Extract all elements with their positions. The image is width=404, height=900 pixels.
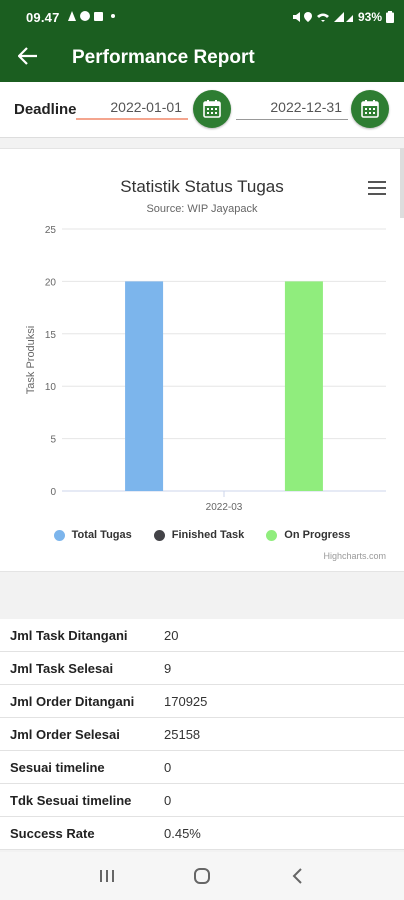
menu-line (368, 187, 386, 189)
nav-back-button[interactable] (277, 860, 317, 892)
home-button[interactable] (182, 860, 222, 892)
calendar-icon (361, 100, 379, 118)
chart-credit[interactable]: Highcharts.com (323, 551, 386, 561)
stats-value: 170925 (164, 693, 208, 709)
stats-row: Jml Task Ditangani 20 (0, 619, 404, 652)
y-tick-label: 20 (45, 277, 57, 288)
legend-label: On Progress (284, 529, 351, 541)
calendar-icon (203, 100, 221, 118)
arrow-left-icon (17, 47, 37, 65)
system-nav-bar (0, 852, 404, 900)
battery-icon (386, 11, 394, 23)
end-date-calendar-button[interactable] (351, 90, 389, 128)
stats-label: Success Rate (10, 825, 95, 841)
status-right: 93% (292, 10, 394, 24)
stats-row: Jml Task Selesai 9 (0, 652, 404, 685)
x-tick-label: 2022-03 (206, 502, 243, 513)
chart-subtitle: Source: WIP Jayapack (146, 203, 258, 215)
status-time: 09.47 (26, 9, 60, 25)
battery-percent: 93% (357, 10, 382, 24)
menu-line (368, 193, 386, 195)
end-date-field[interactable]: 2022-12-31 (236, 96, 348, 120)
stats-value: 9 (164, 660, 172, 676)
deadline-label: Deadline (14, 101, 77, 118)
legend-finished-task[interactable]: Finished Task (153, 529, 245, 541)
stats-row: Jml Order Selesai 25158 (0, 718, 404, 751)
stats-row: Jml Order Ditangani 170925 (0, 685, 404, 718)
stats-table: Jml Task Ditangani 20 Jml Task Selesai 9 Jml… (0, 619, 404, 850)
page-title: Performance Report (72, 47, 255, 68)
start-date-calendar-button[interactable] (193, 90, 231, 128)
chart-menu-button[interactable] (368, 181, 386, 197)
scroll-indicator (400, 148, 404, 218)
chart-card: 0 5 10 15 20 25 Task Produksi 2022-03 Statistik… (0, 148, 404, 572)
stats-label: Jml Order Selesai (10, 726, 120, 742)
stats-label: Jml Task Selesai (10, 660, 114, 676)
y-tick-label: 15 (45, 330, 57, 341)
back-chevron-icon (292, 868, 302, 884)
deadline-filter: Deadline 2022-01-01 2022-12-31 (0, 82, 404, 138)
stats-label: Tdk Sesuai timeline (10, 792, 132, 808)
y-axis-label: Task Produksi (25, 326, 37, 394)
back-button[interactable] (0, 44, 56, 72)
recents-button[interactable] (87, 860, 127, 892)
stats-value: 0 (164, 792, 172, 808)
stats-label: Sesuai timeline (10, 759, 105, 775)
app-bar: Performance Report (0, 34, 404, 82)
stats-label: Jml Task Ditangani (10, 627, 128, 643)
chart-title: Statistik Status Tugas (120, 177, 284, 196)
start-date-field[interactable]: 2022-01-01 (76, 96, 188, 120)
y-tick-label: 25 (45, 225, 57, 236)
y-tick-label: 10 (45, 382, 57, 393)
legend-label: Finished Task (171, 529, 245, 541)
notification-icons (66, 10, 124, 25)
bar-chart: 0 5 10 15 20 25 Task Produksi 2022-03 (25, 225, 386, 513)
status-bar: 09.47 93% (0, 0, 404, 34)
stats-row: Sesuai timeline 0 (0, 751, 404, 784)
stats-label: Jml Order Ditangani (10, 693, 135, 709)
stats-value: 0 (164, 759, 172, 775)
stats-value: 25158 (164, 726, 201, 742)
y-tick-label: 0 (50, 487, 56, 498)
bar-on-progress (284, 281, 323, 491)
home-icon (193, 868, 210, 884)
menu-line (368, 181, 386, 183)
legend-dot (53, 529, 65, 541)
bar-total-tugas (125, 281, 164, 491)
stats-row: Tdk Sesuai timeline 0 (0, 784, 404, 817)
legend-on-progress[interactable]: On Progress (266, 529, 350, 541)
legend-total-tugas[interactable]: Total Tugas (53, 529, 132, 541)
legend-dot (266, 529, 278, 541)
legend-dot (153, 529, 165, 541)
chart-legend: Total Tugas Finished Task On Progress (0, 529, 404, 541)
legend-label: Total Tugas (71, 529, 132, 541)
status-system-icons (292, 12, 353, 22)
stats-row: Success Rate 0.45% (0, 817, 404, 850)
recents-icon (100, 870, 115, 882)
stats-value: 0.45% (164, 825, 201, 841)
stats-value: 20 (164, 627, 179, 643)
y-tick-label: 5 (50, 435, 56, 446)
notification-icons-svg (67, 10, 115, 21)
